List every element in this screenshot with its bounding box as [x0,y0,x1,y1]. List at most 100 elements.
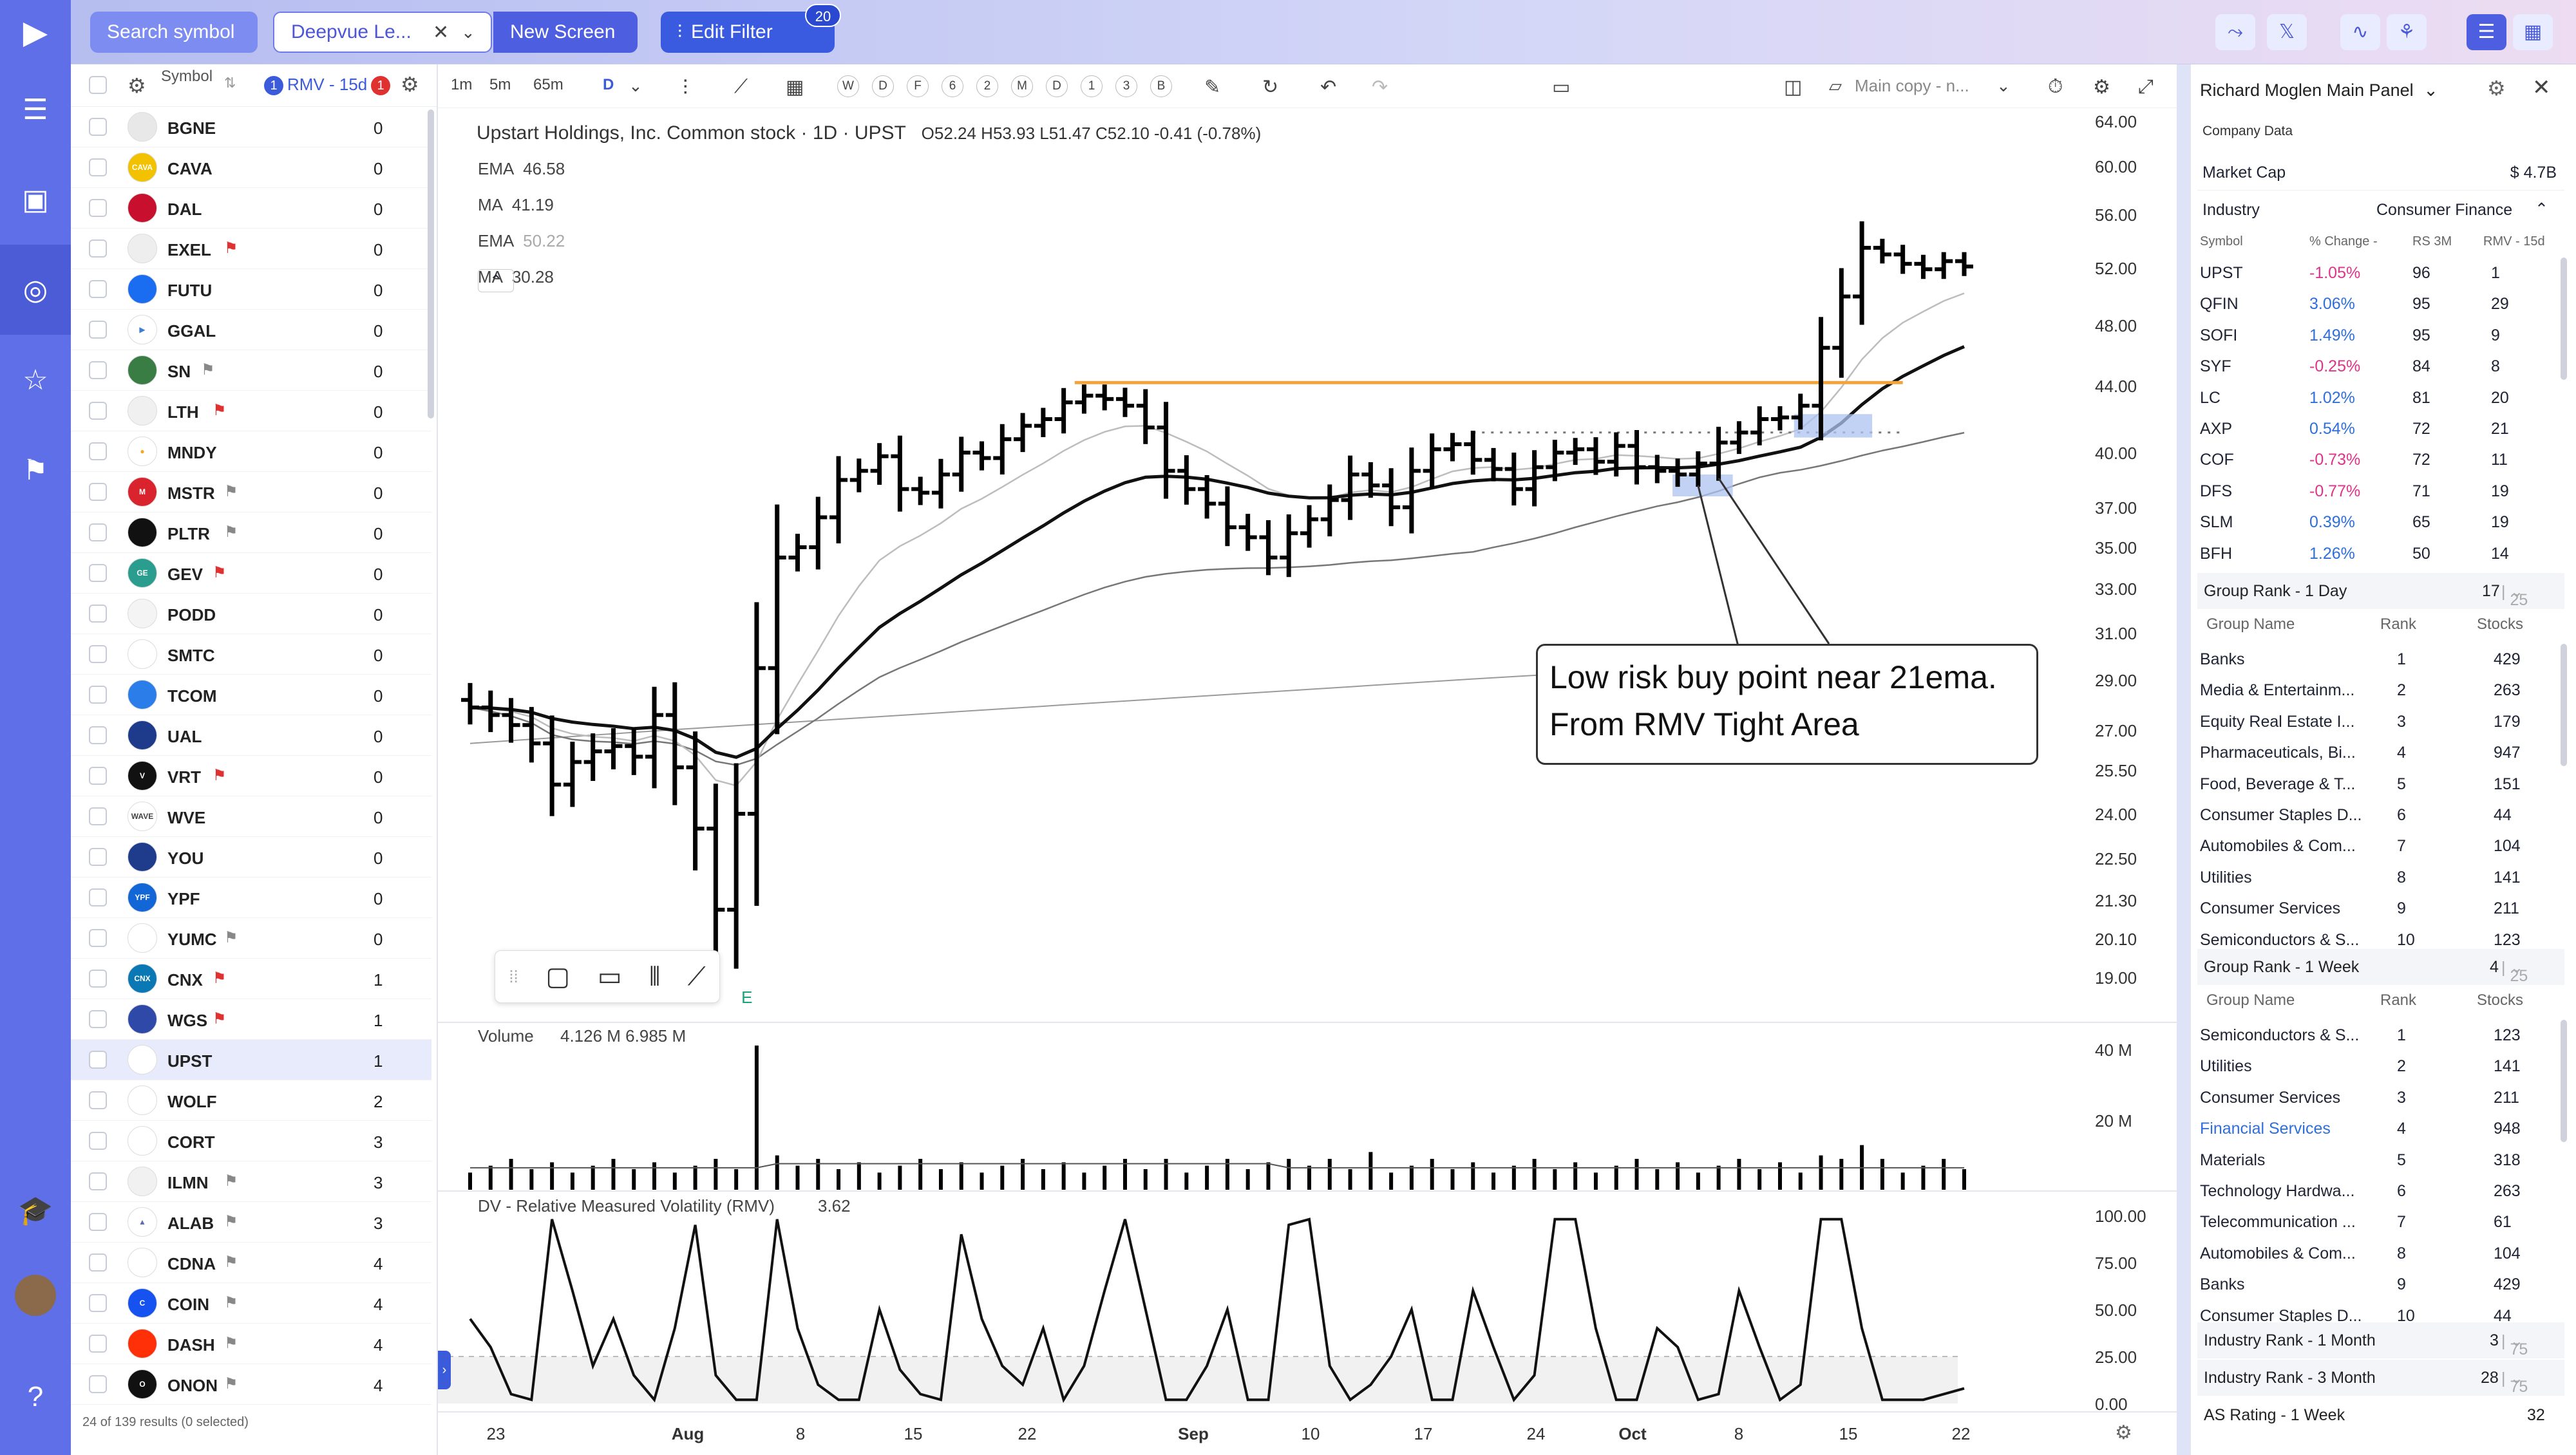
row-checkbox[interactable] [89,1051,107,1069]
row-checkbox[interactable] [89,158,107,176]
group-row[interactable]: Materials 5 318 [2200,1145,2554,1176]
ema2-legend[interactable]: EMA 50.22 [478,231,565,250]
watchlist-row[interactable]: ILMN ⚑ 3 [71,1161,431,1202]
watchlist-row[interactable]: O ONON ⚑ 4 [71,1364,431,1405]
ohlc-bar[interactable] [1935,252,1953,279]
row-checkbox[interactable] [89,726,107,744]
collapse-legend-icon[interactable]: ⌃ [478,269,514,292]
compare-icon[interactable]: ⚘ [2387,14,2427,50]
row-checkbox[interactable] [89,199,107,217]
row-checkbox[interactable] [89,888,107,906]
ohlc-bar[interactable] [1443,433,1462,462]
group-row[interactable]: Utilities 2 141 [2200,1051,2554,1082]
ohlc-bar[interactable] [1484,447,1503,482]
watchlist-row[interactable]: PODD 0 [71,594,431,634]
flag-icon[interactable]: ⚑ [224,1253,238,1271]
group-rank-day-header[interactable]: Group Rank - 1 Day 17 | 25 ⌄ [2197,573,2564,609]
peer-row[interactable]: COF -0.73% 72 11 [2200,444,2554,475]
ohlc-bar[interactable] [502,698,520,743]
price-chart-svg[interactable]: 64.00 60.00 56.00 52.00 48.00 44.00 40.00 37.00… [438,108,2177,1455]
watchlist-row[interactable]: SN ⚑ 0 [71,350,431,391]
panel-view-icon[interactable]: ▦ [2513,14,2553,50]
group-row[interactable]: Banks 9 429 [2200,1269,2554,1300]
range-button[interactable]: M [1011,75,1033,97]
group-row[interactable]: Consumer Services 3 211 [2200,1082,2554,1113]
redo-icon[interactable]: ↷ [1372,77,1388,98]
ohlc-bar[interactable] [1955,252,1973,276]
peer-row[interactable]: SYF -0.25% 84 8 [2200,351,2554,382]
flag-icon[interactable]: ⚑ [224,1335,238,1352]
select-all-checkbox[interactable] [89,76,107,94]
group-week-scrollbar[interactable] [2561,1020,2567,1142]
group-row[interactable]: Semiconductors & S... 1 123 [2200,1020,2554,1051]
ohlc-bar[interactable] [583,733,602,781]
expand-panel-icon[interactable]: › [438,1351,451,1389]
row-checkbox[interactable] [89,807,107,825]
ohlc-bar[interactable] [1648,455,1667,483]
ma1-legend[interactable]: MA 41.19 [478,195,554,214]
rmv-column-header[interactable]: RMV - 15d [287,75,368,94]
peer-row[interactable]: SLM 0.39% 65 19 [2200,507,2554,538]
ohlc-bar[interactable] [891,435,909,512]
peer-row[interactable]: SOFI 1.49% 95 9 [2200,320,2554,351]
earnings-marker[interactable]: E [741,988,752,1007]
row-checkbox[interactable] [89,239,107,258]
watchlist-row[interactable]: C COIN ⚑ 4 [71,1283,431,1324]
row-checkbox[interactable] [89,483,107,501]
avatar[interactable] [15,1275,56,1316]
ohlc-bar[interactable] [849,458,868,493]
row-checkbox[interactable] [89,848,107,866]
ohlc-bar[interactable] [1075,384,1094,414]
ohlc-bar[interactable] [461,682,479,725]
watchlist-row[interactable]: FUTU 0 [71,269,431,310]
group-row[interactable]: Food, Beverage & T... 5 151 [2200,769,2554,800]
ohlc-bar[interactable] [993,424,1012,474]
ema10-line[interactable] [469,292,1965,787]
range-button[interactable]: D [1046,75,1068,97]
ohlc-bar[interactable] [1423,433,1441,489]
range-button[interactable]: D [872,75,894,97]
list-view-icon[interactable]: ☰ [2467,14,2506,50]
ohlc-bar[interactable] [1770,406,1789,431]
flag-icon[interactable]: ⚑ [201,361,215,379]
watchlist-row[interactable]: YOU 0 [71,837,431,878]
watchlist-row[interactable]: EXEL ⚑ 0 [71,229,431,269]
rectangle-tool-icon[interactable]: ▢ [545,962,571,991]
ohlc-bar[interactable] [1914,254,1933,279]
rmv-line[interactable] [469,1217,1965,1403]
drag-handle-icon[interactable]: ⁞⁞ [509,966,518,986]
interval-chevron-icon[interactable]: ⌄ [629,76,643,95]
row-checkbox[interactable] [89,767,107,785]
watchlist-row[interactable]: ● MNDY 0 [71,431,431,472]
peer-header-cell[interactable]: % Change - [2309,234,2378,249]
watchlist-row[interactable]: DAL 0 [71,188,431,229]
column-settings-icon[interactable]: ⚙ [401,73,419,96]
search-symbol-button[interactable]: Search symbol [90,12,258,53]
row-checkbox[interactable] [89,1010,107,1028]
watchlist-row[interactable]: CAVA CAVA 0 [71,147,431,188]
industry-rank-month-header[interactable]: Industry Rank - 1 Month 3 | 75 ⌄ [2197,1322,2564,1358]
row-checkbox[interactable] [89,523,107,541]
candle-tool-icon[interactable]: ⫴ [649,962,661,991]
range-button[interactable]: B [1150,75,1172,97]
group-day-scrollbar[interactable] [2561,644,2567,766]
menu-icon[interactable]: ☰ [23,93,48,126]
chart-settings-icon[interactable]: ⚙ [2093,77,2110,98]
row-checkbox[interactable] [89,1294,107,1312]
interval-D[interactable]: D [603,76,614,93]
ohlc-bar[interactable] [1566,438,1585,465]
ohlc-bar[interactable] [911,476,930,505]
watchlist-row[interactable]: WOLF 2 [71,1080,431,1121]
undo-icon[interactable]: ↶ [1320,77,1337,98]
watchlist-scrollbar[interactable] [428,109,434,418]
ohlc-bar[interactable] [563,741,582,807]
group-rank-week-header[interactable]: Group Rank - 1 Week 4 | 25 ⌄ [2197,949,2564,985]
ohlc-bar[interactable] [1709,426,1728,481]
ohlc-bar[interactable] [1504,453,1523,506]
peer-row[interactable]: UPST -1.05% 96 1 [2200,258,2554,288]
symbol-column-header[interactable]: Symbol [161,68,213,85]
row-checkbox[interactable] [89,402,107,420]
row-checkbox[interactable] [89,1253,107,1272]
ohlc-bar[interactable] [1607,432,1625,477]
ohlc-bar[interactable] [1546,440,1564,482]
